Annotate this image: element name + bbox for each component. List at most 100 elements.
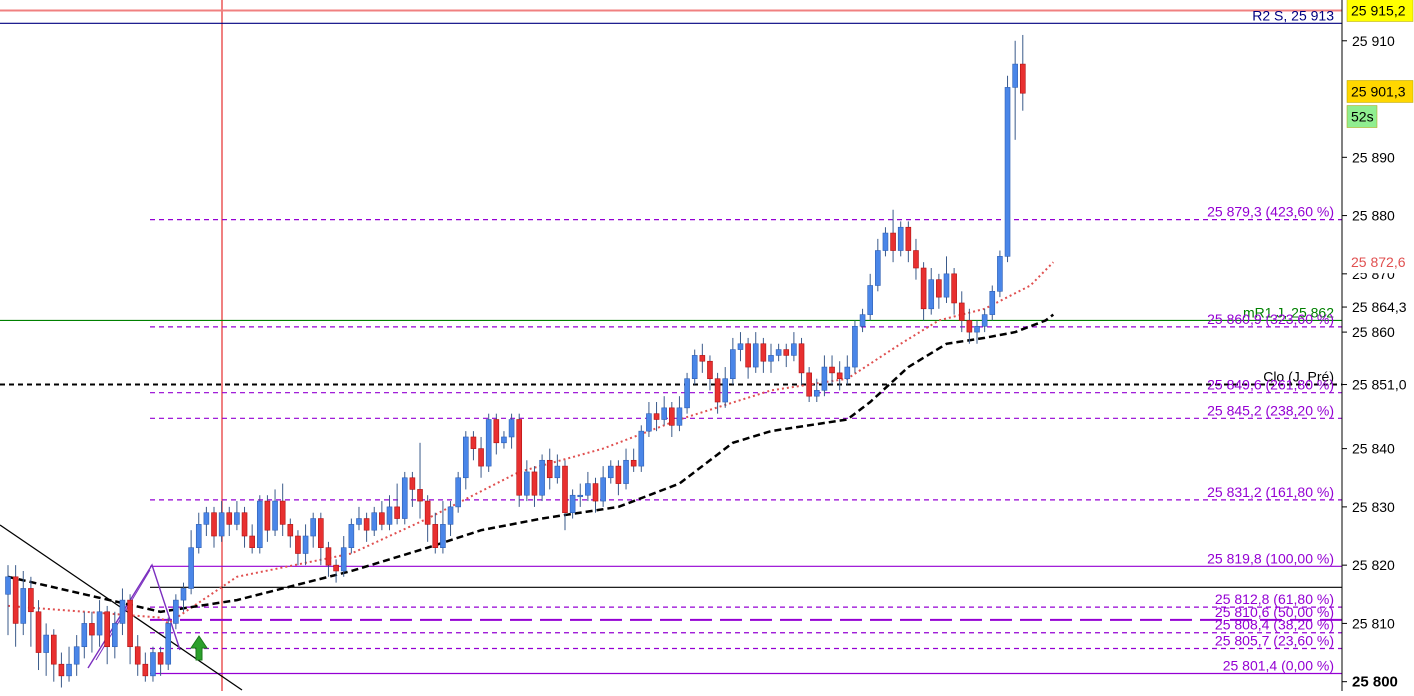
- candle-64[interactable]: [493, 413, 500, 455]
- candle-50[interactable]: [386, 495, 393, 531]
- candle-72[interactable]: [554, 454, 561, 484]
- candle-98[interactable]: [752, 332, 759, 373]
- candle-89[interactable]: [684, 372, 690, 414]
- candle-71[interactable]: [546, 448, 553, 490]
- candle-45[interactable]: [348, 518, 355, 554]
- candle-117[interactable]: [897, 221, 904, 257]
- candle-74[interactable]: [569, 489, 576, 519]
- candle-28[interactable]: [218, 501, 225, 542]
- candle-110[interactable]: [844, 355, 851, 385]
- candle-40[interactable]: [310, 512, 317, 548]
- candle-49[interactable]: [379, 501, 385, 531]
- candle-111[interactable]: [852, 320, 858, 373]
- candle-126[interactable]: [966, 308, 973, 344]
- candle-82[interactable]: [630, 448, 637, 472]
- candle-65[interactable]: [501, 431, 507, 449]
- candle-68[interactable]: [524, 460, 530, 502]
- candle-115[interactable]: [882, 227, 889, 257]
- candle-46[interactable]: [356, 506, 362, 531]
- candle-44[interactable]: [340, 536, 347, 577]
- candle-31[interactable]: [241, 506, 248, 548]
- candle-57[interactable]: [440, 501, 446, 554]
- candle-13[interactable]: [104, 605, 110, 665]
- candle-93[interactable]: [714, 372, 721, 414]
- candle-56[interactable]: [432, 512, 439, 554]
- candle-69[interactable]: [531, 466, 538, 507]
- candle-70[interactable]: [539, 454, 545, 502]
- candle-23[interactable]: [180, 582, 187, 612]
- candle-33[interactable]: [256, 495, 263, 554]
- candle-78[interactable]: [600, 466, 606, 507]
- candle-118[interactable]: [905, 221, 912, 263]
- candle-54[interactable]: [417, 442, 423, 519]
- candle-1[interactable]: [12, 565, 19, 647]
- candle-90[interactable]: [691, 349, 698, 385]
- candle-9[interactable]: [73, 635, 80, 676]
- candle-10[interactable]: [81, 611, 88, 659]
- candle-3[interactable]: [28, 576, 34, 647]
- candle-73[interactable]: [562, 460, 568, 531]
- candle-16[interactable]: [127, 594, 133, 665]
- candle-128[interactable]: [981, 308, 988, 333]
- candle-84[interactable]: [646, 402, 652, 437]
- candle-116[interactable]: [890, 209, 896, 263]
- candle-62[interactable]: [478, 436, 484, 478]
- candle-0[interactable]: [5, 565, 11, 636]
- candle-104[interactable]: [798, 337, 805, 385]
- candle-129[interactable]: [989, 285, 996, 321]
- candle-83[interactable]: [638, 425, 645, 472]
- candle-109[interactable]: [836, 361, 843, 391]
- candle-112[interactable]: [859, 308, 866, 333]
- candle-42[interactable]: [325, 541, 332, 577]
- candle-120[interactable]: [920, 262, 927, 321]
- candle-39[interactable]: [302, 524, 309, 566]
- candle-27[interactable]: [211, 506, 217, 548]
- candle-102[interactable]: [783, 343, 790, 368]
- candle-24[interactable]: [188, 530, 194, 595]
- candle-127[interactable]: [974, 320, 980, 344]
- candle-133[interactable]: [1019, 34, 1026, 111]
- candle-100[interactable]: [768, 343, 774, 373]
- candle-6[interactable]: [50, 629, 57, 682]
- candle-85[interactable]: [653, 402, 660, 432]
- candle-121[interactable]: [928, 268, 935, 315]
- indicator-ma_slow[interactable]: [7, 313, 1055, 614]
- candle-87[interactable]: [669, 402, 675, 437]
- candle-77[interactable]: [592, 477, 599, 513]
- candle-95[interactable]: [730, 337, 736, 385]
- candle-29[interactable]: [226, 506, 233, 537]
- candle-94[interactable]: [722, 367, 729, 408]
- candle-80[interactable]: [615, 460, 622, 496]
- candle-123[interactable]: [943, 256, 950, 303]
- candle-124[interactable]: [951, 268, 957, 315]
- candle-34[interactable]: [264, 495, 271, 542]
- candle-43[interactable]: [333, 559, 339, 583]
- candle-35[interactable]: [272, 489, 278, 537]
- candle-61[interactable]: [470, 431, 477, 461]
- candle-107[interactable]: [821, 355, 828, 397]
- candle-36[interactable]: [279, 483, 286, 537]
- candle-58[interactable]: [447, 501, 454, 537]
- candle-99[interactable]: [760, 337, 767, 373]
- candle-131[interactable]: [1004, 75, 1011, 263]
- candle-55[interactable]: [424, 495, 431, 542]
- candle-38[interactable]: [295, 530, 301, 566]
- candle-14[interactable]: [112, 611, 118, 659]
- candle-105[interactable]: [806, 367, 812, 403]
- candle-125[interactable]: [958, 291, 965, 333]
- candle-132[interactable]: [1012, 40, 1018, 140]
- candle-53[interactable]: [409, 471, 416, 507]
- candle-103[interactable]: [791, 332, 797, 362]
- candle-106[interactable]: [813, 378, 820, 403]
- candle-114[interactable]: [875, 238, 881, 292]
- candle-67[interactable]: [516, 413, 523, 507]
- candle-47[interactable]: [363, 512, 370, 542]
- candle-41[interactable]: [318, 512, 324, 566]
- candle-48[interactable]: [371, 506, 378, 537]
- candle-12[interactable]: [96, 600, 103, 647]
- candle-2[interactable]: [20, 570, 27, 636]
- candle-59[interactable]: [455, 471, 461, 513]
- candle-7[interactable]: [58, 652, 65, 688]
- candle-92[interactable]: [707, 355, 713, 391]
- candle-19[interactable]: [150, 646, 156, 682]
